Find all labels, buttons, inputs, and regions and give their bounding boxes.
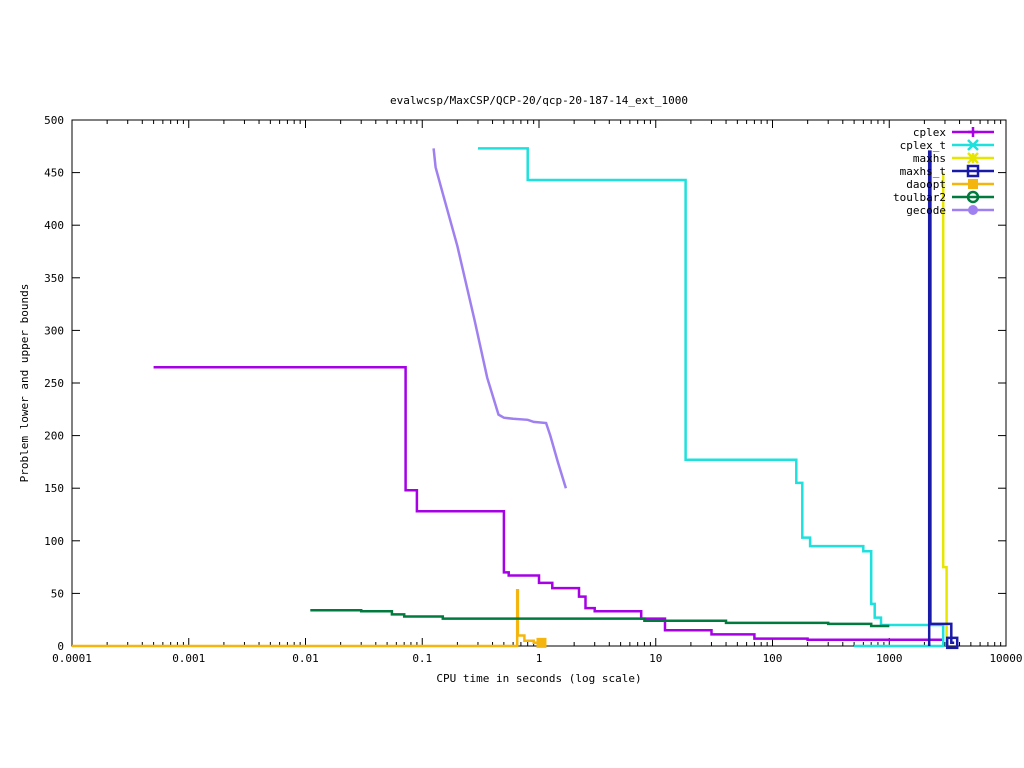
x-tick-label: 1	[536, 652, 543, 665]
x-axis: 0.0001 0.001 0.01 0.1 1 10 100 1000 10000	[52, 120, 1023, 665]
x-tick-label: 0.0001	[52, 652, 92, 665]
legend-marker-maxhs	[967, 152, 979, 164]
plot-frame	[71, 119, 1007, 647]
legend-label-maxhs_t: maxhs_t	[900, 165, 946, 178]
point-marker-daoopt	[536, 637, 547, 648]
legend-label-cplex: cplex	[913, 126, 946, 139]
point-marker-maxhs_t	[945, 636, 959, 650]
x-tick-label: 10	[649, 652, 662, 665]
y-tick-label: 50	[51, 587, 64, 600]
y-tick-label: 100	[44, 535, 64, 548]
legend-label-maxhs: maxhs	[913, 152, 946, 165]
y-tick-label: 450	[44, 167, 64, 180]
y-tick-label: 200	[44, 430, 64, 443]
legend-marker-maxhs_t	[966, 164, 980, 178]
series-line-cplex_t	[478, 147, 945, 648]
y-tick-label: 0	[57, 640, 64, 653]
x-tick-label: 0.001	[172, 652, 205, 665]
legend-label-toulbar2: toulbar2	[893, 191, 946, 204]
x-axis-label: CPU time in seconds (log scale)	[436, 672, 641, 685]
x-tick-label: 1000	[876, 652, 903, 665]
legend-marker-toulbar2	[966, 190, 980, 204]
x-tick-label: 10000	[989, 652, 1022, 665]
legend-label-daoopt: daoopt	[906, 178, 946, 191]
y-tick-label: 500	[44, 114, 64, 127]
series-line-toulbar2	[310, 608, 890, 628]
x-tick-label: 0.1	[412, 652, 432, 665]
series-line-maxhs_t	[927, 150, 955, 646]
chart-title: evalwcsp/MaxCSP/QCP-20/qcp-20-187-14_ext…	[390, 94, 688, 107]
legend: cplexcplex_tmaxhsmaxhs_tdaoopttoulbar2ge…	[893, 126, 994, 217]
y-tick-label: 150	[44, 482, 64, 495]
series-line-cplex	[153, 365, 944, 641]
legend-label-cplex_t: cplex_t	[900, 139, 946, 152]
legend-marker-cplex	[968, 127, 978, 137]
series-line-gecode	[432, 148, 568, 489]
y-tick-label: 250	[44, 377, 64, 390]
series-line-maxhs	[941, 172, 948, 646]
legend-marker-daoopt	[968, 179, 978, 189]
y-axis: 0 50 100 150 200 250 300 350 400 450 500	[44, 114, 1006, 653]
y-axis-label: Problem lower and upper bounds	[18, 284, 31, 483]
legend-label-gecode: gecode	[906, 204, 946, 217]
y-tick-label: 400	[44, 219, 64, 232]
y-tick-label: 350	[44, 272, 64, 285]
y-tick-label: 300	[44, 324, 64, 337]
x-tick-label: 0.01	[292, 652, 319, 665]
x-tick-label: 100	[763, 652, 783, 665]
legend-marker-cplex_t	[967, 139, 979, 151]
legend-marker-gecode	[968, 205, 978, 215]
series-layer	[72, 147, 959, 650]
